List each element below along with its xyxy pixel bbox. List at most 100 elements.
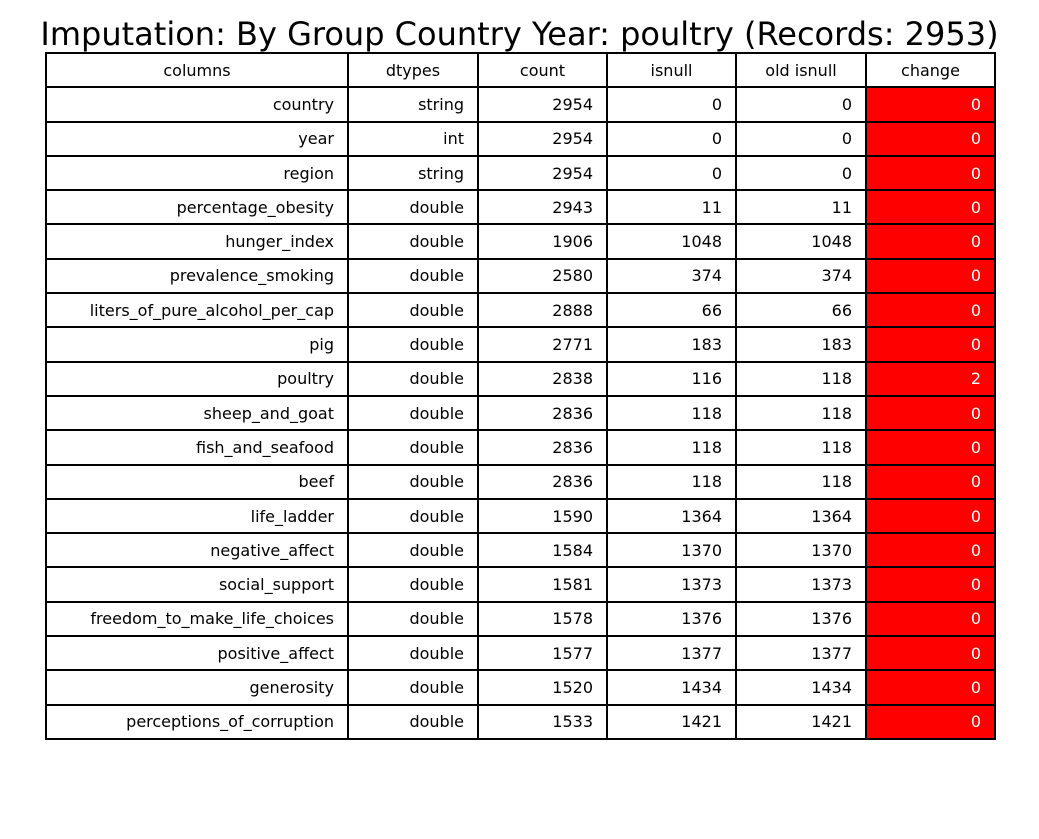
cell-change: 0 [865, 497, 996, 535]
cell-dtype: double [347, 189, 479, 226]
cell-column-name: negative_affect [45, 532, 349, 569]
cell-old-isnull: 118 [735, 463, 867, 500]
cell-count: 2771 [477, 326, 608, 363]
cell-column-name: year [45, 120, 349, 157]
cell-isnull: 1434 [606, 669, 737, 706]
header-columns: columns [45, 51, 349, 89]
cell-count: 2954 [477, 120, 608, 157]
cell-dtype: double [347, 223, 479, 260]
cell-isnull: 1364 [606, 497, 737, 535]
cell-old-isnull: 1376 [735, 600, 867, 638]
cell-isnull: 116 [606, 360, 737, 397]
cell-dtype: double [347, 257, 479, 295]
table-row: negative_affect double 1584 1370 1370 0 [45, 532, 996, 569]
cell-dtype: double [347, 703, 479, 740]
cell-column-name: beef [45, 463, 349, 500]
cell-change: 0 [865, 154, 996, 192]
cell-dtype: string [347, 154, 479, 192]
cell-old-isnull: 1370 [735, 532, 867, 569]
cell-count: 1581 [477, 566, 608, 603]
cell-dtype: double [347, 532, 479, 569]
cell-column-name: positive_affect [45, 635, 349, 672]
cell-old-isnull: 1377 [735, 635, 867, 672]
cell-old-isnull: 1364 [735, 497, 867, 535]
cell-dtype: double [347, 360, 479, 397]
cell-count: 1533 [477, 703, 608, 740]
cell-count: 2836 [477, 463, 608, 500]
cell-dtype: int [347, 120, 479, 157]
cell-old-isnull: 183 [735, 326, 867, 363]
cell-change: 0 [865, 463, 996, 500]
cell-isnull: 1421 [606, 703, 737, 740]
cell-isnull: 183 [606, 326, 737, 363]
cell-change: 0 [865, 394, 996, 432]
cell-count: 2580 [477, 257, 608, 295]
cell-dtype: double [347, 463, 479, 500]
cell-change: 0 [865, 635, 996, 672]
cell-count: 2888 [477, 292, 608, 329]
cell-dtype: double [347, 497, 479, 535]
header-isnull: isnull [606, 51, 737, 89]
cell-dtype: string [347, 86, 479, 123]
cell-column-name: liters_of_pure_alcohol_per_cap [45, 292, 349, 329]
cell-isnull: 1377 [606, 635, 737, 672]
cell-isnull: 0 [606, 154, 737, 192]
table-row: life_ladder double 1590 1364 1364 0 [45, 497, 996, 535]
cell-isnull: 118 [606, 429, 737, 466]
table-row: percentage_obesity double 2943 11 11 0 [45, 189, 996, 226]
table-row: year int 2954 0 0 0 [45, 120, 996, 157]
cell-count: 1520 [477, 669, 608, 706]
header-count: count [477, 51, 608, 89]
table-row: beef double 2836 118 118 0 [45, 463, 996, 500]
cell-old-isnull: 1048 [735, 223, 867, 260]
cell-isnull: 1370 [606, 532, 737, 569]
cell-count: 1577 [477, 635, 608, 672]
cell-count: 1584 [477, 532, 608, 569]
cell-old-isnull: 0 [735, 154, 867, 192]
table-row: fish_and_seafood double 2836 118 118 0 [45, 429, 996, 466]
header-old-isnull: old isnull [735, 51, 867, 89]
table-row: region string 2954 0 0 0 [45, 154, 996, 192]
cell-isnull: 66 [606, 292, 737, 329]
cell-old-isnull: 374 [735, 257, 867, 295]
cell-column-name: country [45, 86, 349, 123]
cell-isnull: 1373 [606, 566, 737, 603]
cell-old-isnull: 1421 [735, 703, 867, 740]
table-row: pig double 2771 183 183 0 [45, 326, 996, 363]
cell-dtype: double [347, 600, 479, 638]
cell-count: 1906 [477, 223, 608, 260]
header-row: columns dtypes count isnull old isnull c… [45, 51, 996, 89]
cell-change: 0 [865, 600, 996, 638]
cell-change: 2 [865, 360, 996, 397]
cell-count: 2838 [477, 360, 608, 397]
cell-old-isnull: 118 [735, 360, 867, 397]
cell-change: 0 [865, 257, 996, 295]
cell-change: 0 [865, 703, 996, 740]
cell-change: 0 [865, 669, 996, 706]
table-row: social_support double 1581 1373 1373 0 [45, 566, 996, 603]
cell-old-isnull: 0 [735, 120, 867, 157]
cell-isnull: 374 [606, 257, 737, 295]
cell-old-isnull: 1434 [735, 669, 867, 706]
cell-isnull: 118 [606, 394, 737, 432]
cell-change: 0 [865, 120, 996, 157]
cell-dtype: double [347, 566, 479, 603]
cell-column-name: region [45, 154, 349, 192]
cell-count: 2954 [477, 154, 608, 192]
table-body: country string 2954 0 0 0 year int 2954 0 0 0 region… [45, 86, 996, 740]
cell-old-isnull: 11 [735, 189, 867, 226]
cell-dtype: double [347, 429, 479, 466]
cell-column-name: sheep_and_goat [45, 394, 349, 432]
table-row: perceptions_of_corruption double 1533 1421 1… [45, 703, 996, 740]
cell-count: 2836 [477, 394, 608, 432]
cell-column-name: social_support [45, 566, 349, 603]
cell-column-name: freedom_to_make_life_choices [45, 600, 349, 638]
cell-column-name: perceptions_of_corruption [45, 703, 349, 740]
cell-change: 0 [865, 292, 996, 329]
cell-isnull: 11 [606, 189, 737, 226]
table-row: prevalence_smoking double 2580 374 374 0 [45, 257, 996, 295]
cell-column-name: life_ladder [45, 497, 349, 535]
cell-dtype: double [347, 635, 479, 672]
cell-column-name: generosity [45, 669, 349, 706]
cell-isnull: 1376 [606, 600, 737, 638]
